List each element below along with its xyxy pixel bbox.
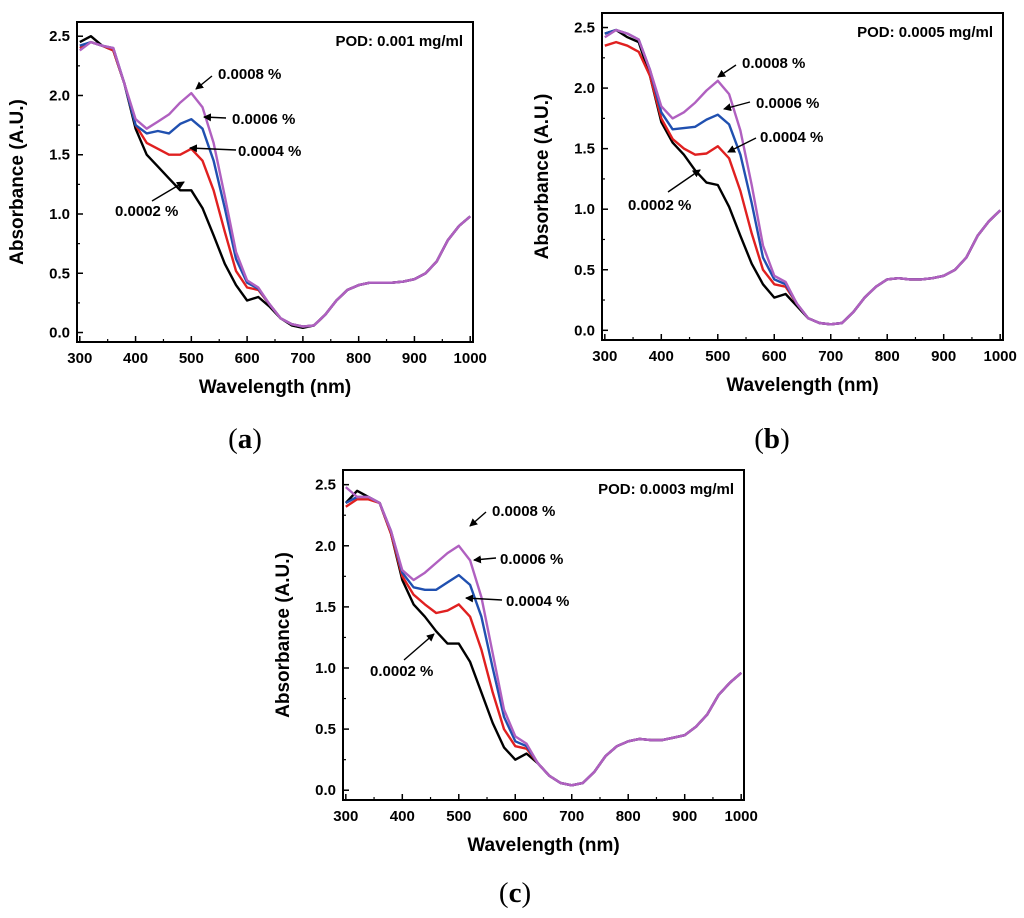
- label-arrow: [189, 144, 237, 153]
- x-axis-title: Wavelength (nm): [467, 835, 619, 856]
- panel-a: 300 400 500 600 700 800 900 1000 0.0 0.5 1.0 1.5 2.0…: [7, 21, 487, 455]
- label-arrow: [473, 555, 497, 564]
- series-label: 0.0008 %: [218, 66, 281, 83]
- x-tick-label: 900: [402, 350, 427, 367]
- label-arrow: [203, 113, 227, 122]
- series-label: 0.0004 %: [238, 143, 301, 160]
- y-tick-label: 1.0: [49, 206, 70, 223]
- pod-annotation: POD: 0.0003 mg/ml: [598, 481, 734, 498]
- series-group: [79, 35, 471, 329]
- y-tick-label: 0.0: [574, 322, 595, 339]
- series-line-1: [345, 498, 742, 787]
- x-tick-label: 500: [179, 350, 204, 367]
- series-group: [604, 28, 1002, 326]
- series-group: [344, 486, 742, 787]
- panel-tag: (b): [754, 423, 789, 455]
- label-arrow: [469, 511, 487, 527]
- y-tick-label: 0.5: [315, 721, 336, 738]
- series-label: 0.0006 %: [500, 551, 563, 568]
- y-axis-title: Absorbance (A.U.): [7, 99, 28, 265]
- y-tick-label: 1.5: [574, 141, 595, 158]
- series-label: 0.0008 %: [742, 55, 805, 72]
- x-tick-label: 900: [672, 808, 697, 825]
- y-tick-label: 0.5: [574, 262, 595, 279]
- label-arrow: [151, 181, 185, 202]
- y-tick-label: 2.5: [49, 28, 70, 45]
- y-tick-label: 0.0: [315, 782, 336, 799]
- label-arrow: [667, 169, 701, 193]
- label-arrow: [403, 633, 435, 661]
- panel-tag: (a): [228, 423, 262, 455]
- y-tick-label: 1.5: [49, 147, 70, 164]
- x-tick-label: 800: [346, 350, 371, 367]
- x-tick-label: 1000: [454, 350, 487, 367]
- series-line-0: [604, 28, 1002, 326]
- series-label: 0.0008 %: [492, 503, 555, 520]
- series-label: 0.0002 %: [115, 203, 178, 220]
- x-tick-label: 500: [446, 808, 471, 825]
- y-tick-label: 2.0: [315, 538, 336, 555]
- x-tick-label: 500: [705, 348, 730, 365]
- panel-c: 300 400 500 600 700 800 900 1000 0.0 0.5 1.0 1.5 2.0…: [273, 469, 758, 909]
- x-tick-label: 800: [875, 348, 900, 365]
- label-arrow: [717, 64, 737, 78]
- series-label: 0.0004 %: [760, 129, 823, 146]
- series-label: 0.0002 %: [628, 197, 691, 214]
- x-tick-label: 700: [818, 348, 843, 365]
- series-label: 0.0004 %: [506, 593, 569, 610]
- x-tick-label: 600: [235, 350, 260, 367]
- panel-tag: (c): [499, 877, 531, 909]
- x-tick-label: 300: [67, 350, 92, 367]
- x-axis-title: Wavelength (nm): [726, 375, 878, 396]
- x-axis-title: Wavelength (nm): [199, 377, 351, 398]
- y-tick-label: 0.0: [49, 325, 70, 342]
- x-tick-label: 700: [290, 350, 315, 367]
- label-arrow: [723, 101, 751, 112]
- y-axis-title: Absorbance (A.U.): [532, 94, 553, 260]
- series-line-2: [79, 40, 471, 328]
- series-line-0: [344, 489, 742, 787]
- y-tick-label: 2.0: [574, 80, 595, 97]
- series-line-3: [604, 28, 1002, 326]
- x-tick-label: 1000: [983, 348, 1016, 365]
- series-line-1: [79, 40, 471, 328]
- y-tick-label: 2.5: [315, 477, 336, 494]
- x-tick-label: 400: [390, 808, 415, 825]
- label-arrow: [195, 75, 213, 90]
- y-axis-title: Absorbance (A.U.): [273, 552, 294, 718]
- x-tick-label: 600: [503, 808, 528, 825]
- series-line-3: [345, 486, 742, 787]
- pod-annotation: POD: 0.001 mg/ml: [335, 33, 463, 50]
- label-arrow: [465, 594, 503, 603]
- x-tick-label: 400: [649, 348, 674, 365]
- y-tick-label: 1.0: [315, 660, 336, 677]
- x-tick-label: 300: [333, 808, 358, 825]
- series-label: 0.0002 %: [370, 663, 433, 680]
- series-line-2: [345, 495, 742, 787]
- y-tick-label: 1.0: [574, 201, 595, 218]
- y-tick-label: 1.5: [315, 599, 336, 616]
- y-tick-label: 2.5: [574, 20, 595, 37]
- series-label: 0.0006 %: [232, 111, 295, 128]
- x-tick-label: 400: [123, 350, 148, 367]
- label-arrow: [727, 137, 757, 153]
- x-tick-label: 800: [616, 808, 641, 825]
- x-tick-label: 300: [592, 348, 617, 365]
- y-tick-label: 0.5: [49, 265, 70, 282]
- pod-annotation: POD: 0.0005 mg/ml: [857, 24, 993, 41]
- series-line-2: [604, 28, 1002, 326]
- x-tick-label: 600: [762, 348, 787, 365]
- series-line-1: [604, 40, 1002, 326]
- series-line-3: [79, 40, 471, 328]
- x-tick-label: 900: [931, 348, 956, 365]
- series-label: 0.0006 %: [756, 95, 819, 112]
- panel-b: 300 400 500 600 700 800 900 1000 0.0 0.5 1.0 1.5 2.0…: [532, 12, 1017, 455]
- x-tick-label: 1000: [724, 808, 757, 825]
- y-tick-label: 2.0: [49, 87, 70, 104]
- x-tick-label: 700: [559, 808, 584, 825]
